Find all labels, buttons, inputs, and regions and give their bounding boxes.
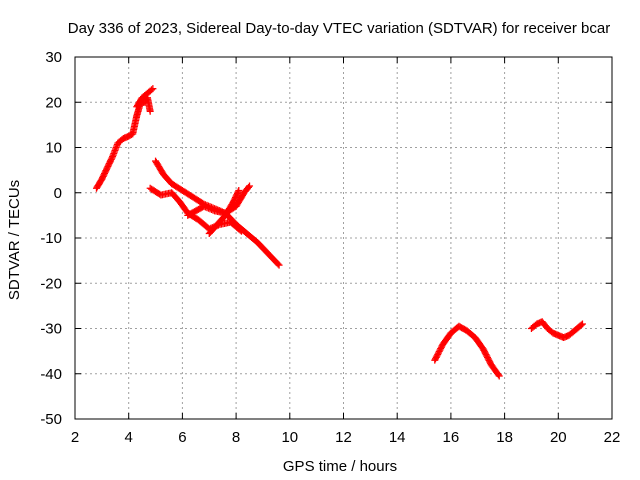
- y-axis-label: SDTVAR / TECUs: [6, 180, 23, 300]
- y-tick-label: 30: [45, 49, 62, 66]
- x-tick-label: 4: [125, 429, 133, 446]
- x-tick-label: 14: [389, 429, 406, 446]
- axis-ticks: [74, 56, 613, 420]
- x-tick-label: 12: [335, 429, 352, 446]
- grid-lines: [75, 57, 612, 419]
- x-axis-label: GPS time / hours: [283, 458, 397, 475]
- data-point: [234, 188, 242, 196]
- data-point: [237, 227, 245, 235]
- series-arc7: [431, 322, 503, 380]
- x-tick-label: 10: [281, 429, 298, 446]
- data-point: [494, 371, 502, 379]
- data-point: [274, 260, 282, 268]
- data-point: [275, 261, 283, 269]
- data-point: [578, 320, 586, 328]
- x-tick-label: 16: [443, 429, 460, 446]
- x-tick-label: 6: [178, 429, 186, 446]
- data-point: [495, 372, 503, 380]
- y-tick-label: -20: [40, 275, 62, 292]
- x-tick-labels: 2 4 6 8 10 12 14 16 18 20 22: [71, 429, 621, 446]
- y-tick-label: -50: [40, 411, 62, 428]
- y-tick-label: -40: [40, 366, 62, 383]
- series-arc2: [133, 85, 157, 111]
- x-tick-label: 22: [604, 429, 621, 446]
- data-point: [235, 186, 243, 194]
- data-point: [244, 183, 252, 191]
- y-tick-label: 0: [54, 185, 62, 202]
- x-tick-label: 8: [232, 429, 240, 446]
- data-point: [246, 182, 254, 190]
- y-tick-label: 10: [45, 140, 62, 157]
- x-tick-label: 20: [550, 429, 567, 446]
- series-arc6: [205, 186, 243, 237]
- x-tick-label: 18: [496, 429, 513, 446]
- series-arc1: [92, 94, 154, 192]
- data-point: [146, 107, 154, 115]
- chart-title: Day 336 of 2023, Sidereal Day-to-day VTE…: [68, 20, 610, 37]
- series-arc8: [527, 318, 586, 342]
- data-point: [236, 226, 244, 234]
- y-tick-label: -10: [40, 230, 62, 247]
- data-point: [149, 85, 157, 93]
- data-point: [577, 321, 585, 329]
- y-tick-labels: -50 -40 -30 -20 -10 0 10 20 30: [40, 49, 62, 428]
- data-point: [148, 86, 156, 94]
- x-tick-label: 2: [71, 429, 79, 446]
- data-points: [92, 85, 586, 380]
- y-tick-label: -30: [40, 321, 62, 338]
- y-tick-label: 20: [45, 94, 62, 111]
